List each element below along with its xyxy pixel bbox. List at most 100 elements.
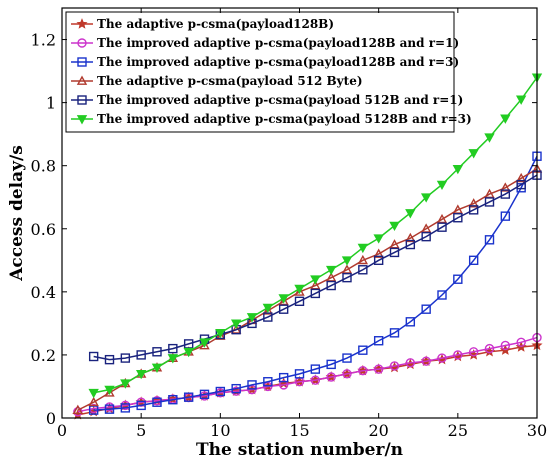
- data-point: [294, 284, 305, 295]
- legend-box: [65, 11, 455, 133]
- data-point: [278, 304, 289, 314]
- data-point: [263, 312, 273, 322]
- data-point: [357, 254, 369, 265]
- series-line: [77, 336, 538, 413]
- data-point: [389, 247, 400, 258]
- legend-swatch-marker: [76, 75, 88, 85]
- data-point: [405, 209, 416, 219]
- data-point: [88, 396, 99, 407]
- data-point: [468, 149, 479, 159]
- data-point: [516, 179, 526, 190]
- data-point: [310, 288, 321, 299]
- y-tick-label: 1.2: [31, 31, 56, 50]
- data-point: [342, 353, 352, 363]
- data-point: [484, 197, 495, 207]
- data-point: [262, 305, 274, 315]
- data-point: [104, 385, 115, 396]
- data-point: [199, 389, 210, 400]
- legend-item: The improved adaptive p-csma(payload 512…: [71, 112, 472, 126]
- data-point: [500, 114, 511, 124]
- data-point: [199, 340, 210, 350]
- legend: The adaptive p-csma(payload128B) The impr…: [65, 11, 472, 133]
- legend-label: The adaptive p-csma(payload 512 Byte): [97, 74, 363, 88]
- data-point: [500, 182, 511, 192]
- legend-item: The adaptive p-csma(payload 512 Byte): [71, 74, 363, 88]
- data-point: [437, 353, 447, 363]
- data-point: [437, 222, 447, 232]
- data-point: [421, 356, 431, 366]
- data-point: [278, 294, 289, 304]
- series-line: [93, 174, 538, 361]
- x-axis: 0 5 10 15 20 25 30: [57, 8, 547, 440]
- data-point: [468, 349, 480, 360]
- data-point: [168, 395, 178, 405]
- data-point: [389, 221, 400, 232]
- series-layer: [72, 73, 543, 420]
- data-point: [215, 328, 226, 339]
- legend-item: The adaptive p-csma(payload128B): [71, 17, 334, 31]
- data-point: [468, 198, 479, 208]
- data-point: [120, 379, 131, 389]
- data-point: [453, 213, 463, 223]
- legend-label: The improved adaptive p-csma(payload128B…: [97, 36, 459, 50]
- data-point: [136, 350, 146, 360]
- data-point: [452, 164, 464, 175]
- data-point: [231, 383, 241, 394]
- y-axis-title: Access delay/s: [7, 145, 27, 282]
- data-point: [389, 328, 400, 338]
- data-point: [453, 350, 463, 360]
- data-point: [151, 363, 163, 373]
- data-point: [484, 235, 495, 245]
- legend-item: The improved adaptive p-csma(payload 512…: [71, 93, 463, 107]
- legend-item: The improved adaptive p-csma(payload128B…: [71, 36, 459, 50]
- legend-label: The improved adaptive p-csma(payload128B…: [97, 55, 459, 69]
- data-point: [326, 372, 336, 382]
- data-point: [310, 275, 321, 285]
- series-5: [88, 170, 542, 365]
- data-point: [342, 272, 352, 283]
- data-point: [468, 255, 479, 266]
- data-point: [358, 265, 368, 275]
- legend-label: The improved adaptive p-csma(payload 512…: [97, 93, 463, 107]
- x-tick-label: 10: [210, 421, 230, 440]
- data-point: [500, 211, 511, 221]
- data-point: [152, 347, 162, 357]
- data-point: [436, 180, 448, 191]
- data-point: [389, 361, 400, 371]
- legend-label: The adaptive p-csma(payload128B): [97, 17, 334, 31]
- series-line: [93, 155, 538, 411]
- legend-item: The improved adaptive p-csma(payload128B…: [71, 55, 459, 69]
- data-point: [183, 347, 194, 358]
- x-tick-label: 0: [57, 421, 67, 440]
- legend-swatch-marker: [77, 57, 87, 67]
- data-point: [326, 359, 336, 370]
- data-point: [120, 403, 131, 413]
- x-tick-label: 15: [289, 421, 309, 440]
- x-tick-label: 20: [368, 421, 388, 440]
- series-6: [88, 73, 543, 399]
- data-point: [405, 317, 416, 327]
- data-point: [104, 387, 115, 397]
- data-point: [421, 231, 431, 242]
- data-point: [421, 304, 431, 314]
- y-tick-label: 0.8: [31, 157, 56, 176]
- data-point: [515, 95, 527, 105]
- data-point: [357, 243, 369, 254]
- data-point: [246, 313, 258, 323]
- data-point: [420, 193, 432, 203]
- series-4: [72, 163, 543, 415]
- data-point: [104, 404, 115, 414]
- data-point: [468, 205, 479, 215]
- data-point: [516, 337, 526, 348]
- data-point: [73, 406, 83, 417]
- data-point: [468, 347, 479, 357]
- data-point: [294, 286, 305, 296]
- legend-label: The improved adaptive p-csma(payload 512…: [97, 112, 472, 126]
- data-point: [453, 274, 463, 284]
- data-point: [484, 343, 495, 354]
- data-point: [405, 232, 416, 243]
- data-point: [199, 338, 210, 348]
- data-point: [120, 353, 131, 363]
- data-point: [500, 340, 511, 351]
- data-point: [341, 256, 353, 266]
